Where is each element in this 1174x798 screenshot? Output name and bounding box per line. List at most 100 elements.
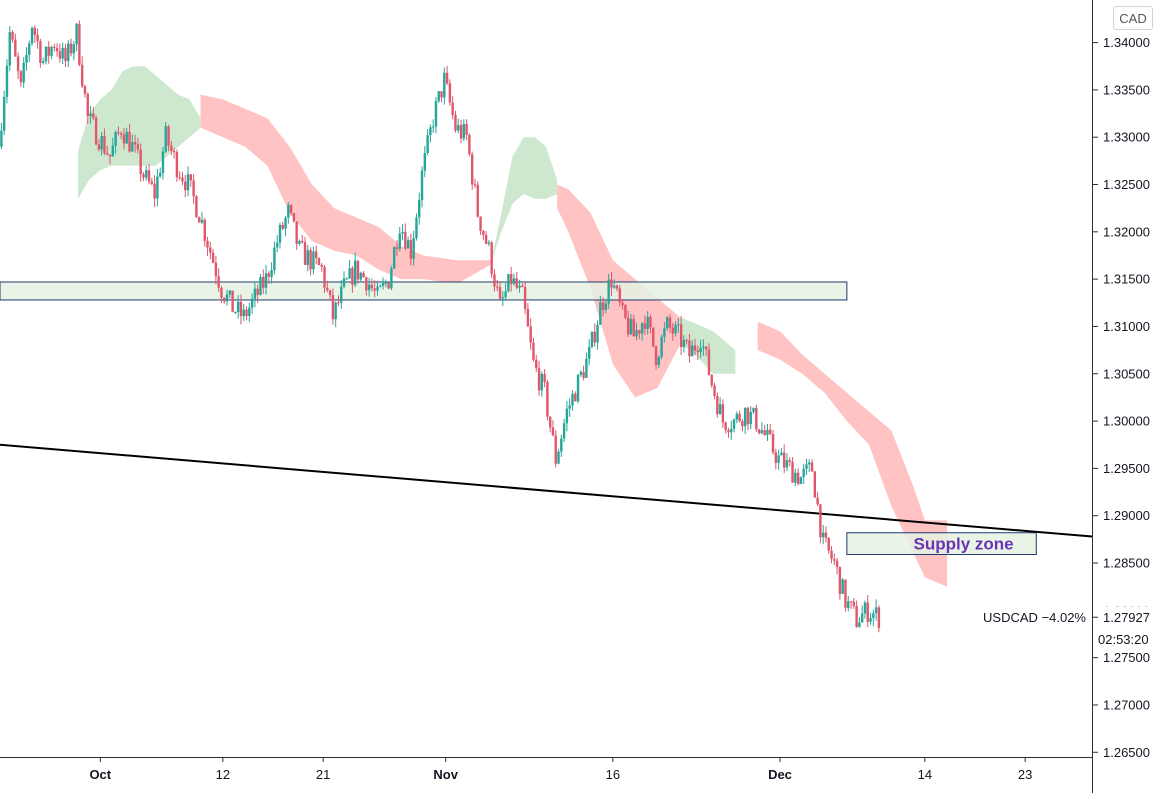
candle-body <box>587 346 591 359</box>
candle-body <box>234 312 237 314</box>
candle <box>571 390 574 411</box>
currency-badge[interactable]: CAD <box>1113 6 1153 30</box>
candle-body <box>757 429 761 434</box>
candle <box>540 371 544 397</box>
candle <box>493 269 496 292</box>
candle <box>535 355 538 372</box>
candle <box>192 174 195 204</box>
candle <box>808 459 811 473</box>
candle <box>92 107 95 121</box>
candle-body <box>267 273 271 277</box>
time-axis[interactable]: Oct 12 21 Nov 16 Dec 14 23 <box>0 757 1093 782</box>
candle <box>782 444 786 474</box>
candle-body <box>381 283 385 286</box>
candle-body <box>429 127 432 136</box>
candle <box>459 119 463 144</box>
y-tick-label: 1.32500 <box>1103 177 1150 192</box>
candle-body <box>406 240 410 249</box>
candle <box>866 595 869 628</box>
candle-body <box>512 278 516 284</box>
candle <box>562 418 566 443</box>
candle-body <box>245 309 248 317</box>
candle-body <box>493 274 496 287</box>
candle <box>504 283 507 300</box>
countdown-timer: 02:53:20 <box>1098 632 1149 647</box>
candle <box>649 314 652 334</box>
candle <box>498 281 502 300</box>
candle <box>301 235 304 244</box>
candle <box>827 537 830 554</box>
candle <box>604 301 608 314</box>
candle-body <box>863 602 867 614</box>
candle-body <box>819 504 822 538</box>
candle <box>14 33 17 57</box>
candle <box>89 105 92 124</box>
candle <box>741 419 744 432</box>
candle-body <box>236 301 240 313</box>
candle <box>387 282 390 290</box>
candle-body <box>437 91 440 102</box>
trendline-layer[interactable] <box>0 443 1093 538</box>
x-tick-label: Oct <box>89 767 111 782</box>
candle <box>200 211 204 225</box>
candle <box>264 265 268 295</box>
candle-body <box>629 318 633 335</box>
candle-body <box>384 282 388 284</box>
candle-body <box>273 247 276 270</box>
candle <box>582 365 585 381</box>
candle <box>855 600 858 628</box>
candle <box>217 268 220 293</box>
candle <box>576 373 580 404</box>
candle <box>303 236 307 266</box>
candle-body <box>490 242 493 275</box>
candle-body <box>774 452 778 463</box>
candle-body <box>292 213 296 222</box>
candle <box>401 224 404 241</box>
x-tick-label: 23 <box>1018 767 1032 782</box>
candle-body <box>543 373 546 382</box>
candle <box>195 195 198 218</box>
candle-body <box>638 330 641 334</box>
candle <box>8 26 11 72</box>
candle <box>791 457 794 483</box>
candle-body <box>365 277 368 291</box>
candle-body <box>284 217 287 229</box>
candle <box>418 192 421 225</box>
candle-body <box>526 308 530 327</box>
price-axis[interactable]: 1.265001.270001.275001.280001.285001.290… <box>1092 0 1151 793</box>
candle-body <box>309 250 312 270</box>
candle <box>426 129 429 156</box>
candle-body <box>457 125 460 131</box>
candle <box>512 273 516 286</box>
candle <box>11 30 14 43</box>
candle-body <box>451 102 454 115</box>
candle <box>181 172 184 186</box>
candle-body <box>390 268 393 289</box>
candle <box>849 601 853 609</box>
candle <box>590 331 594 349</box>
candle-body <box>278 225 282 243</box>
candle <box>412 230 415 266</box>
candle-body <box>766 429 769 435</box>
candle <box>103 128 106 156</box>
candle <box>716 392 719 418</box>
candle <box>688 333 691 363</box>
candle <box>713 382 716 400</box>
candle-body <box>312 251 315 270</box>
candle-body <box>172 150 176 153</box>
candle <box>763 424 766 436</box>
candle-body <box>621 302 624 306</box>
candle-body <box>301 240 304 243</box>
candle <box>142 172 145 182</box>
candle-body <box>125 131 128 144</box>
y-tick-label: 1.34000 <box>1103 35 1150 50</box>
candle-body <box>518 285 521 288</box>
candle <box>25 47 28 71</box>
candle-body <box>281 225 284 229</box>
candle <box>337 295 340 307</box>
y-tick-label: 1.33500 <box>1103 82 1150 97</box>
candle-body <box>777 455 780 463</box>
candle-body <box>685 340 688 342</box>
